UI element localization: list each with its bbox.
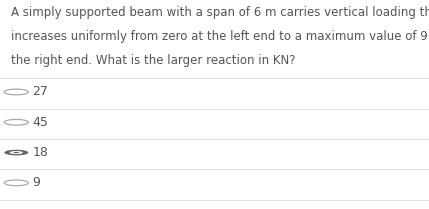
Ellipse shape xyxy=(13,152,19,153)
Text: increases uniformly from zero at the left end to a maximum value of 9 KN/m at: increases uniformly from zero at the lef… xyxy=(11,30,429,43)
Text: the right end. What is the larger reaction in KN?: the right end. What is the larger reacti… xyxy=(11,54,295,67)
Text: 9: 9 xyxy=(32,176,40,189)
Ellipse shape xyxy=(4,150,28,155)
Text: A simply supported beam with a span of 6 m carries vertical loading that: A simply supported beam with a span of 6… xyxy=(11,6,429,19)
Text: 27: 27 xyxy=(32,85,48,98)
Text: 45: 45 xyxy=(32,116,48,129)
Ellipse shape xyxy=(10,151,23,154)
Text: 18: 18 xyxy=(32,146,48,159)
